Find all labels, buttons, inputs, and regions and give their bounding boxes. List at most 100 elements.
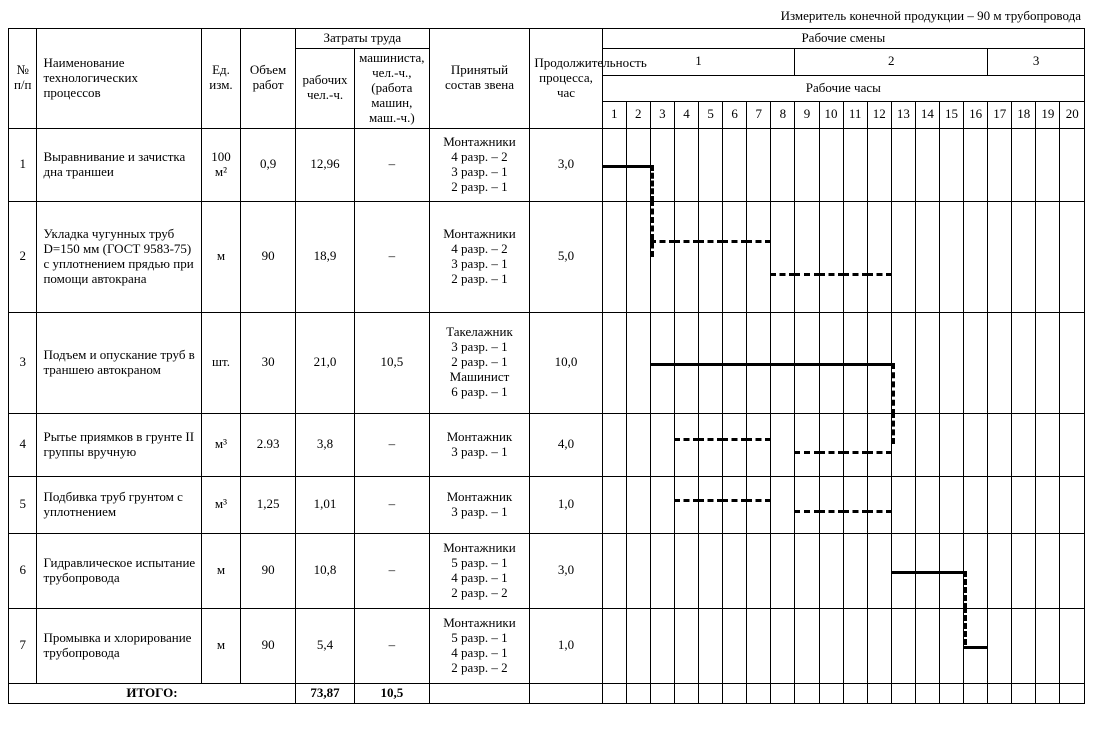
hour-cell	[650, 413, 674, 476]
hdr-volume: Объем работ	[241, 29, 296, 129]
hour-cell	[626, 312, 650, 413]
hour-cell	[795, 476, 819, 533]
hour-cell	[1060, 201, 1085, 312]
row-labor-workers: 3,8	[295, 413, 354, 476]
row-num: 4	[9, 413, 37, 476]
hour-cell	[795, 312, 819, 413]
totals-hour	[867, 683, 891, 703]
hour-cell	[1060, 608, 1085, 683]
row-crew: Монтажник3 разр. – 1	[429, 476, 530, 533]
row-unit: шт.	[201, 312, 240, 413]
hdr-hour-17: 17	[988, 102, 1012, 129]
row-labor-machinist: –	[355, 608, 429, 683]
hour-cell	[988, 608, 1012, 683]
hour-cell	[771, 128, 795, 201]
hour-cell	[843, 413, 867, 476]
totals-hour	[771, 683, 795, 703]
row-labor-machinist: –	[355, 413, 429, 476]
totals-hour	[795, 683, 819, 703]
hour-cell	[650, 533, 674, 608]
row-crew: Монтажники4 разр. – 23 разр. – 12 разр. …	[429, 128, 530, 201]
hour-cell	[723, 312, 747, 413]
hour-cell	[674, 201, 698, 312]
hour-cell	[915, 608, 939, 683]
hdr-hours: Рабочие часы	[602, 75, 1084, 102]
hdr-hour-12: 12	[867, 102, 891, 129]
hour-cell	[723, 128, 747, 201]
totals-hour	[891, 683, 915, 703]
hdr-hour-1: 1	[602, 102, 626, 129]
hour-cell	[915, 201, 939, 312]
hdr-hour-9: 9	[795, 102, 819, 129]
hour-cell	[723, 476, 747, 533]
totals-hour	[819, 683, 843, 703]
hour-cell	[602, 476, 626, 533]
hour-cell	[699, 413, 723, 476]
hour-cell	[867, 312, 891, 413]
hdr-shift-3: 3	[988, 48, 1085, 75]
row-labor-machinist: –	[355, 533, 429, 608]
hour-cell	[626, 476, 650, 533]
totals-machinist: 10,5	[355, 683, 429, 703]
hour-cell	[867, 476, 891, 533]
row-unit: м³	[201, 476, 240, 533]
hour-cell	[964, 533, 988, 608]
hour-cell	[723, 533, 747, 608]
row-crew: Монтажники5 разр. – 14 разр. – 12 разр. …	[429, 533, 530, 608]
row-duration: 10,0	[530, 312, 602, 413]
row-crew: Такелажник3 разр. – 12 разр. – 1Машинист…	[429, 312, 530, 413]
totals-hour	[747, 683, 771, 703]
hour-cell	[939, 312, 963, 413]
hour-cell	[843, 201, 867, 312]
hour-cell	[819, 608, 843, 683]
hour-cell	[843, 312, 867, 413]
totals-workers: 73,87	[295, 683, 354, 703]
hour-cell	[747, 128, 771, 201]
hour-cell	[771, 201, 795, 312]
totals-hour	[723, 683, 747, 703]
row-labor-machinist: 10,5	[355, 312, 429, 413]
totals-hour	[915, 683, 939, 703]
hour-cell	[650, 608, 674, 683]
totals-hour	[843, 683, 867, 703]
hour-cell	[650, 201, 674, 312]
hour-cell	[988, 312, 1012, 413]
hour-cell	[795, 413, 819, 476]
hdr-hour-14: 14	[915, 102, 939, 129]
hour-cell	[867, 128, 891, 201]
hour-cell	[915, 476, 939, 533]
hour-cell	[771, 312, 795, 413]
table-row: 1Выравнивание и зачистка дна траншеи100 …	[9, 128, 1085, 201]
hour-cell	[1036, 476, 1060, 533]
row-num: 6	[9, 533, 37, 608]
totals-hour	[1060, 683, 1085, 703]
hour-cell	[674, 533, 698, 608]
hour-cell	[1060, 476, 1085, 533]
hdr-labor: Затраты труда	[295, 29, 429, 49]
hour-cell	[819, 312, 843, 413]
hour-cell	[626, 128, 650, 201]
schedule-table: № п/пНаименование технологических процес…	[8, 28, 1085, 704]
hour-cell	[771, 413, 795, 476]
totals-hour	[988, 683, 1012, 703]
table-row: 5Подбивка труб грунтом с уплотнениемм³1,…	[9, 476, 1085, 533]
hour-cell	[626, 413, 650, 476]
hdr-hour-5: 5	[699, 102, 723, 129]
row-name: Подъем и опускание труб в траншею автокр…	[37, 312, 201, 413]
hour-cell	[771, 533, 795, 608]
hour-cell	[626, 533, 650, 608]
hour-cell	[602, 608, 626, 683]
hour-cell	[747, 476, 771, 533]
row-volume: 90	[241, 201, 296, 312]
hour-cell	[747, 413, 771, 476]
row-volume: 90	[241, 533, 296, 608]
hour-cell	[819, 201, 843, 312]
hour-cell	[1036, 413, 1060, 476]
totals-hour	[964, 683, 988, 703]
hour-cell	[602, 312, 626, 413]
hdr-hour-4: 4	[674, 102, 698, 129]
hour-cell	[795, 201, 819, 312]
hour-cell	[939, 476, 963, 533]
hour-cell	[964, 128, 988, 201]
hour-cell	[867, 533, 891, 608]
